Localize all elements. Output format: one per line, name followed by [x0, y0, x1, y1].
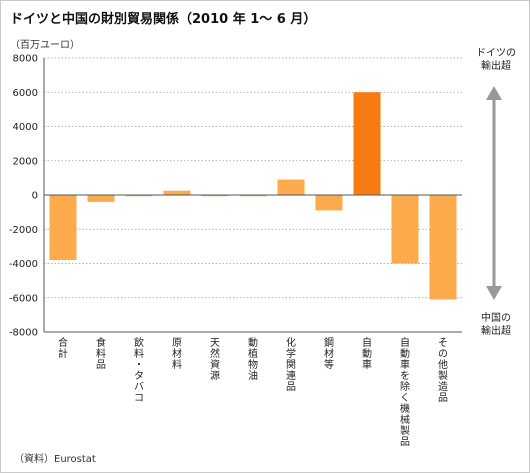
- arrow-head-down: [486, 286, 502, 300]
- side-label-line: 輸出超: [481, 61, 511, 72]
- germany-export-surplus-label: ドイツの 輸出超: [466, 47, 526, 73]
- axes: [43, 58, 462, 333]
- y-tick-label: -6000: [9, 293, 38, 304]
- bar-3: [125, 195, 153, 197]
- category-label-9: 自動車: [362, 336, 372, 371]
- y-tick-label: 8000: [13, 54, 38, 65]
- double-arrow-icon: [486, 86, 502, 300]
- bar-10: [391, 195, 419, 264]
- y-tick-label: -4000: [9, 259, 38, 270]
- source-note: （資料）Eurostat: [14, 454, 96, 465]
- y-tick-label: -2000: [9, 225, 38, 236]
- side-label-line: 中国の: [481, 313, 511, 324]
- category-label-11: その他製造品: [438, 337, 448, 404]
- y-axis-ticks: 8000 6000 4000 2000 0 -2000 -4000 -6000 -8000: [9, 54, 38, 339]
- y-axis-unit-label: （百万ユーロ）: [10, 40, 80, 51]
- bar-6: [239, 195, 267, 197]
- category-label-8: 鋼材等: [324, 336, 334, 371]
- y-tick-label: -8000: [9, 328, 38, 339]
- category-label-5: 天然資源: [210, 338, 220, 382]
- y-tick-label: 6000: [13, 88, 38, 99]
- y-tick-label: 4000: [13, 122, 38, 133]
- side-label-line: ドイツの: [476, 48, 516, 59]
- bars: [49, 92, 457, 300]
- category-label-2: 食料品: [96, 336, 106, 371]
- bar-9: [353, 92, 381, 195]
- y-tick-label: 0: [32, 191, 38, 202]
- bar-8: [315, 195, 343, 211]
- bar-1: [49, 195, 77, 261]
- y-tick-label: 2000: [13, 156, 38, 167]
- category-label-7: 化学関連品: [286, 336, 296, 393]
- bar-7: [277, 179, 305, 195]
- side-label-line: 輸出超: [481, 326, 511, 337]
- category-label-10: 自動車を除く機械製品: [400, 336, 410, 448]
- category-label-1: 合計: [58, 336, 68, 360]
- china-export-surplus-label: 中国の 輸出超: [466, 312, 526, 338]
- bar-2: [87, 195, 115, 202]
- category-labels: 合計 食料品 飲料・タバコ 原材料 天然資源 動植物油 化学関連品 鋼材等 自動車 自動車を除く機…: [58, 336, 448, 448]
- category-label-4: 原材料: [172, 337, 182, 371]
- category-label-3: 飲料・タバコ: [134, 336, 144, 404]
- arrow-head-up: [486, 86, 502, 100]
- chart-title: ドイツと中国の財別貿易関係（2010 年 1～ 6 月）: [10, 12, 317, 27]
- bar-4: [163, 190, 191, 195]
- bar-11: [429, 195, 457, 300]
- category-label-6: 動植物油: [248, 336, 258, 382]
- bar-5: [201, 195, 229, 197]
